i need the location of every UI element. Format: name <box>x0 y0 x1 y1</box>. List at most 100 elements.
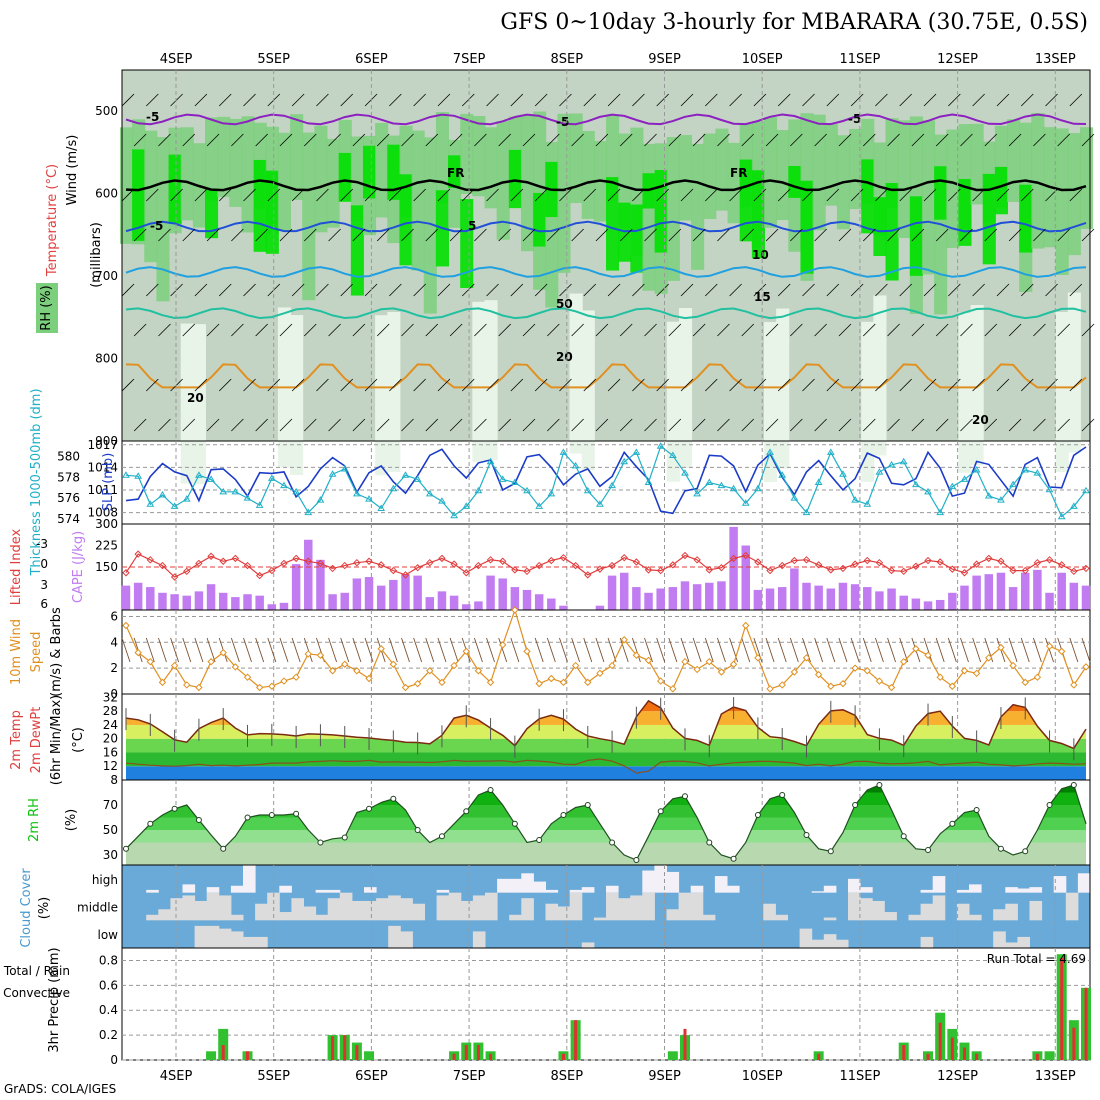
cape-bar <box>875 591 884 610</box>
rh2m-point <box>973 807 980 813</box>
cloud-cell <box>255 936 268 948</box>
thickness-point <box>984 492 993 499</box>
wind-barb-10m <box>534 637 544 663</box>
cloud-cell <box>230 931 244 948</box>
wind-barb <box>802 283 815 297</box>
li-point <box>948 565 957 573</box>
cape-bar <box>948 592 957 610</box>
li-point <box>863 556 871 565</box>
wind-barb <box>316 93 329 107</box>
wind-barb-10m <box>619 637 629 663</box>
li-point <box>912 562 920 570</box>
wind-barb <box>984 418 998 432</box>
rh2m-point <box>123 845 129 852</box>
wind-barb <box>182 228 196 242</box>
day-label-bottom: 11SEP <box>839 1069 880 1084</box>
wind-speed-point <box>426 667 434 675</box>
li-point <box>717 564 726 572</box>
wind-barb <box>1008 418 1022 432</box>
wind-barb-10m <box>170 637 180 663</box>
day-label-top: 12SEP <box>937 52 978 67</box>
pressure-tick: 900 <box>95 434 118 448</box>
ylabel-temperature: Temperature (°C) <box>45 164 60 277</box>
wind-speed-point <box>960 667 969 675</box>
wind-barb-10m <box>352 637 362 663</box>
cloud-cell <box>956 903 970 921</box>
wind-barb <box>753 378 767 392</box>
wind-barb <box>547 228 560 242</box>
precip-conv-bar <box>938 1022 942 1060</box>
wind-barb <box>850 93 864 107</box>
rh-cell <box>229 118 243 207</box>
cloud-cell <box>472 895 486 921</box>
rh-cell <box>958 178 972 246</box>
rh-cell <box>812 114 826 231</box>
li-point <box>207 552 215 560</box>
wind-barb <box>303 133 317 147</box>
cloud-cell <box>872 900 885 921</box>
precip-conv-bar <box>1060 957 1064 1060</box>
wind-barb <box>571 418 584 432</box>
pressure-tick: 500 <box>95 104 118 118</box>
wind-barb-10m <box>1081 637 1091 663</box>
rh-band <box>126 830 1086 843</box>
wind-barb-10m <box>717 637 726 663</box>
wind-barb <box>1069 93 1083 107</box>
wind-barb <box>583 378 597 392</box>
wind-barb-10m <box>583 637 593 663</box>
rh2m-point <box>852 802 859 808</box>
slp-tick: 1017 <box>87 438 118 452</box>
cloud-cell <box>1017 888 1030 893</box>
wind-barb <box>413 188 426 202</box>
wind-barb <box>255 133 268 147</box>
wind-barb <box>461 188 475 202</box>
wind-barb <box>498 228 511 242</box>
thickness-point <box>498 475 507 482</box>
ylabel-slp: SLP (mb) <box>101 453 116 512</box>
wind-barb <box>887 228 900 242</box>
wind-speed-point <box>365 674 373 683</box>
cape-bar <box>547 598 556 610</box>
wind-barb <box>729 283 742 297</box>
wind-speed-point <box>146 657 155 666</box>
slp-line <box>125 446 1087 515</box>
cape-bar <box>413 575 422 610</box>
cape-bar <box>1021 572 1030 610</box>
wind-barb <box>352 323 366 337</box>
precip-tick: 0 <box>110 1053 118 1067</box>
cloud-cell <box>618 898 631 921</box>
wind-barb <box>449 418 463 432</box>
wind-speed-point <box>462 647 470 656</box>
precip-total-bar <box>1044 1051 1055 1060</box>
wind-barb-10m <box>182 637 192 663</box>
wind-tick: 0 <box>110 687 118 701</box>
thickness-point <box>681 469 689 476</box>
wind-speed-point <box>535 679 543 688</box>
contour-label: 20 <box>187 391 204 405</box>
rh-cell <box>411 130 425 271</box>
thickness-tick: 574 <box>57 512 80 526</box>
thickness-point <box>462 502 471 509</box>
wind-barb <box>632 188 645 202</box>
li-point <box>183 567 191 576</box>
wind-barb-10m <box>364 637 374 663</box>
cloud-cell <box>884 912 897 921</box>
wind-speed-point <box>790 668 799 676</box>
thickness-point <box>243 494 252 501</box>
cloud-cell <box>243 936 256 948</box>
thickness-point <box>814 478 823 485</box>
cloud-cell <box>194 900 208 921</box>
wind-barb-10m <box>388 637 398 663</box>
ylabel-dewpt: 2m DewPt <box>29 707 44 774</box>
wind-barb <box>911 228 925 242</box>
cloud-cell <box>243 865 256 893</box>
wind-barb <box>316 283 329 297</box>
isotherm-line <box>125 220 1087 233</box>
isotherm-line <box>125 113 1087 126</box>
li-point <box>365 557 373 565</box>
cloud-cell <box>364 887 377 893</box>
li-point <box>292 554 300 563</box>
wind-barb-10m <box>498 637 508 663</box>
wind-barb-10m <box>546 637 556 663</box>
wind-barb <box>146 378 159 392</box>
